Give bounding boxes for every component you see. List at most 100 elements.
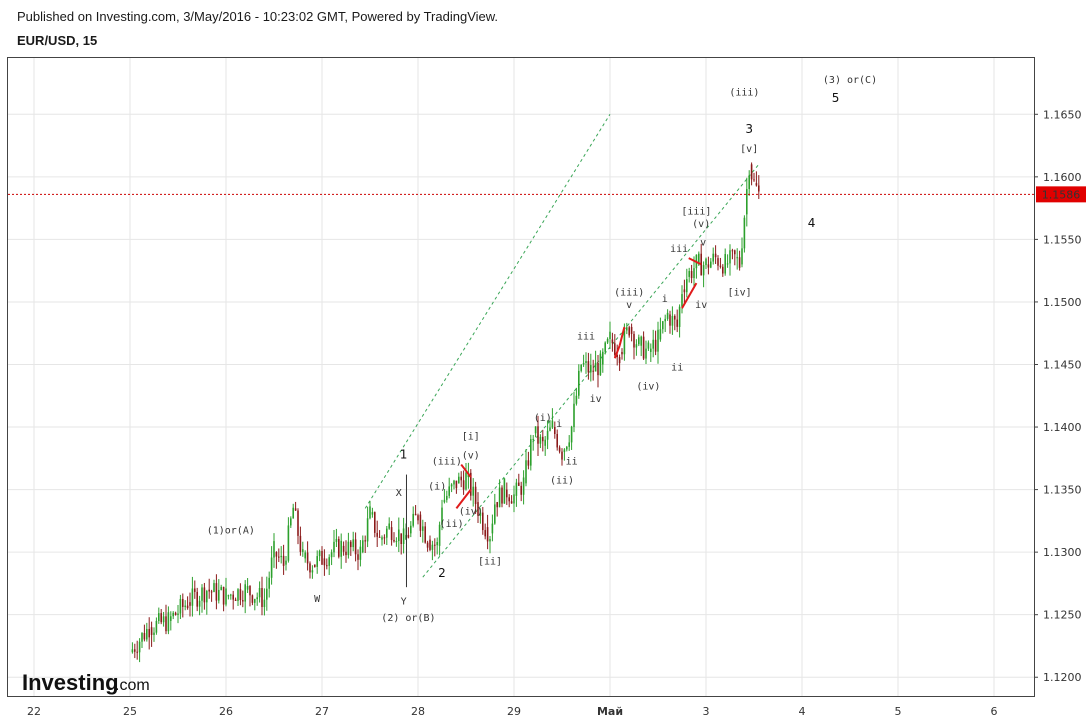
wave-label: [ii] <box>478 557 502 568</box>
candle-body <box>292 507 294 519</box>
wave-label: (i) <box>428 482 446 493</box>
wave-label: (v) <box>462 450 480 461</box>
candle-body <box>520 485 522 495</box>
candle-body <box>282 555 285 566</box>
candle-body <box>753 179 755 181</box>
candle-body <box>527 460 530 466</box>
wave-label: 1 <box>400 447 408 461</box>
candle-body <box>678 306 681 327</box>
candle-body <box>640 336 642 346</box>
candle-body <box>170 616 172 621</box>
correction-marker <box>455 488 472 509</box>
candle-body <box>662 321 664 330</box>
candle-body <box>746 189 748 215</box>
chart-area[interactable] <box>7 57 1035 697</box>
wave-label: (iii) <box>432 457 462 468</box>
correction-marker <box>681 282 698 309</box>
candle-body <box>750 164 753 180</box>
wave-label: (iv) <box>459 507 483 518</box>
candle-body <box>220 586 222 590</box>
candle-body <box>182 598 184 607</box>
candle-body <box>484 530 486 537</box>
candle-body <box>714 253 717 258</box>
candle-body <box>501 487 503 504</box>
candle-body <box>474 486 477 505</box>
candle-body <box>542 436 544 442</box>
candle-body <box>671 316 674 326</box>
candle-body <box>566 446 568 450</box>
wave-label: ii <box>671 363 683 374</box>
candle-body <box>707 264 710 268</box>
candle-body <box>364 540 366 542</box>
candle-body <box>621 351 623 355</box>
candle-body <box>575 395 578 404</box>
wave-label: iii <box>577 331 595 342</box>
correction-markers <box>455 257 702 509</box>
candle-body <box>222 586 225 605</box>
candle-body <box>210 591 213 593</box>
candle-body <box>587 361 590 373</box>
candle-body <box>602 351 604 365</box>
candle-body <box>729 250 731 264</box>
candle-body <box>755 183 758 186</box>
y-tick-label: 1.1450 <box>1043 358 1082 371</box>
candle-body <box>376 532 378 537</box>
wave-label: i <box>556 419 562 430</box>
candle-body <box>258 588 261 598</box>
channel-line <box>364 114 611 509</box>
candle-body <box>270 557 273 578</box>
candle-body <box>141 633 143 642</box>
candle-body <box>160 613 162 623</box>
candle-body <box>616 354 618 358</box>
candle-body <box>736 257 738 259</box>
candle-body <box>525 460 527 484</box>
candle-body <box>702 265 705 276</box>
candle-body <box>244 584 246 602</box>
candle-body <box>330 552 333 558</box>
wave-label: (ii) <box>550 475 574 486</box>
candle-body <box>606 338 609 343</box>
wave-label: X <box>396 488 402 499</box>
candle-body <box>213 583 215 592</box>
candle-body <box>609 331 611 339</box>
candle-body <box>414 513 417 516</box>
candle-body <box>522 477 525 495</box>
grid <box>8 58 1034 696</box>
candle-body <box>628 327 630 336</box>
candle-body <box>690 271 693 279</box>
candle-body <box>196 591 198 607</box>
candle-body <box>381 537 383 540</box>
wave-label: [iv] <box>728 288 752 299</box>
candle-body <box>227 595 230 597</box>
candle-body <box>568 442 570 447</box>
candle-body <box>280 555 282 558</box>
candle-body <box>623 330 626 355</box>
price-series <box>131 162 760 663</box>
candle-body <box>460 476 462 481</box>
candle-body <box>741 248 743 265</box>
candle-body <box>402 528 405 544</box>
candle-body <box>206 590 208 603</box>
candle-body <box>448 486 450 496</box>
candle-body <box>172 612 174 617</box>
x-tick-label: 29 <box>507 705 521 718</box>
candle-body <box>366 518 369 542</box>
y-tick-label: 1.1200 <box>1043 671 1082 684</box>
wave-label: iii <box>670 244 688 255</box>
candle-body <box>664 318 666 322</box>
candle-body <box>604 342 606 352</box>
candle-body <box>299 535 302 552</box>
wave-label: iv <box>695 300 707 311</box>
candle-body <box>311 570 314 573</box>
candle-body <box>654 339 657 352</box>
y-tick-label: 1.1650 <box>1043 108 1082 121</box>
candle-body <box>472 486 474 496</box>
candle-body <box>489 539 491 542</box>
wave-label: 4 <box>808 216 816 230</box>
candle-body <box>614 343 616 355</box>
candle-body <box>189 602 191 606</box>
candle-body <box>328 557 330 566</box>
wave-label: (iii) <box>614 288 644 299</box>
wave-label: (2) or(B) <box>381 613 435 624</box>
